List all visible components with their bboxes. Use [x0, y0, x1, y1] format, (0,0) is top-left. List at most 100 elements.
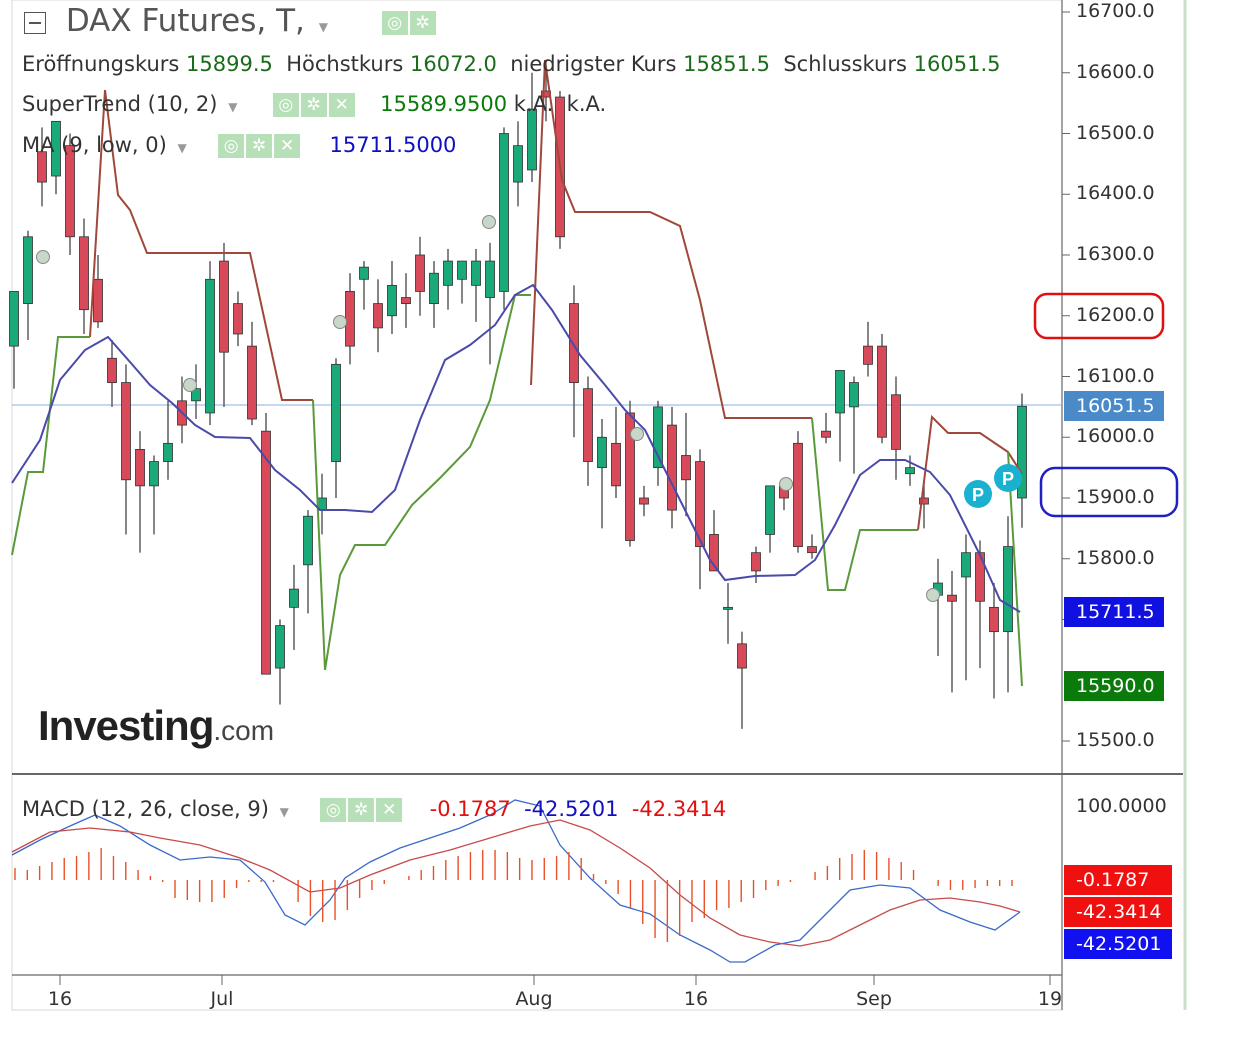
- candle-body: [849, 382, 859, 408]
- candle-body: [765, 485, 775, 535]
- candle-body: [233, 303, 243, 335]
- candle-body: [975, 552, 985, 602]
- candle-body: [23, 236, 33, 304]
- chevron-down-icon[interactable]: ▼: [177, 141, 187, 155]
- gear-icon[interactable]: ✲: [409, 10, 436, 35]
- eye-icon[interactable]: ◎: [320, 798, 347, 822]
- gear-icon[interactable]: ✲: [348, 798, 375, 822]
- time-axis: 16 Jul Aug 16 Sep 19: [48, 975, 1062, 1010]
- candle-body: [499, 133, 509, 292]
- candle-body: [289, 588, 299, 608]
- macd-line: [11, 799, 1021, 963]
- candle-body: [639, 497, 649, 505]
- investing-logo: Investing.com: [38, 702, 274, 750]
- eye-icon[interactable]: ◎: [272, 93, 299, 117]
- macd-axis-tick: 100.0000: [1076, 795, 1167, 817]
- candle-body: [429, 272, 439, 305]
- chevron-down-icon[interactable]: ▼: [228, 100, 238, 114]
- candle-body: [569, 303, 579, 383]
- candle-body: [219, 260, 229, 353]
- macd-label: MACD (12, 26, close, 9): [22, 797, 269, 821]
- candle-body: [457, 260, 467, 280]
- candle-body: [359, 266, 369, 280]
- candle-body: [401, 297, 411, 304]
- high-label: Höchstkurs: [286, 52, 404, 76]
- eye-icon[interactable]: ◎: [381, 10, 408, 35]
- p-marker-1[interactable]: P: [964, 480, 992, 508]
- time-tick-label: Sep: [856, 988, 892, 1010]
- candle-body: [331, 363, 341, 462]
- price-tick-label: 16200.0: [1076, 303, 1155, 326]
- candle-body: [387, 284, 397, 317]
- chevron-down-icon[interactable]: ▼: [318, 20, 328, 34]
- supertrend-na-2: k.A.: [566, 92, 607, 116]
- close-value: 16051.5: [913, 52, 1001, 76]
- low-label: niedrigster Kurs: [510, 52, 677, 76]
- open-value: 15899.5: [186, 52, 273, 76]
- time-tick-label: 16: [684, 988, 708, 1010]
- candle-body: [961, 552, 971, 578]
- cross-markers: [36, 215, 940, 602]
- candle-body: [681, 455, 691, 481]
- gear-icon[interactable]: ✲: [300, 93, 327, 117]
- macd-signal-value: -42.3414: [631, 797, 727, 821]
- candle-body: [121, 382, 131, 481]
- candle-body: [415, 254, 425, 292]
- close-icon[interactable]: ✕: [274, 134, 301, 158]
- macd-hist-value: -0.1787: [429, 797, 511, 821]
- logo-suffix: .com: [213, 715, 275, 746]
- candle-body: [1003, 546, 1013, 633]
- close-icon[interactable]: ✕: [376, 798, 403, 822]
- cross-marker-dot: [630, 427, 644, 441]
- chevron-down-icon[interactable]: ▼: [279, 805, 289, 819]
- candle-body: [205, 278, 215, 414]
- supertrend-down-line: [89, 89, 313, 401]
- candle-body: [751, 552, 761, 572]
- candle-body: [471, 260, 481, 286]
- p-marker-2[interactable]: P: [994, 464, 1022, 492]
- low-value: 15851.5: [683, 52, 770, 76]
- candle-body: [821, 430, 831, 438]
- price-tick-label: 15900.0: [1076, 486, 1155, 508]
- price-tick-label: 16000.0: [1076, 425, 1155, 448]
- candle-body: [1017, 405, 1027, 499]
- candle-body: [793, 442, 803, 548]
- price-tick-label: 16600.0: [1076, 60, 1155, 83]
- candle-body: [51, 120, 61, 177]
- supertrend-up-line-3: [811, 417, 918, 591]
- candle-body: [625, 412, 635, 541]
- p-marker-1-label: P: [972, 485, 984, 505]
- macd-row: MACD (12, 26, close, 9) ▼ ◎ ✲ ✕ -0.1787 -4…: [22, 797, 726, 822]
- highlight-15900-box: [1039, 466, 1179, 518]
- candle-body: [79, 236, 89, 311]
- candle-body: [835, 370, 845, 414]
- price-tick-label: 16100.0: [1076, 364, 1155, 387]
- gear-icon[interactable]: ✲: [246, 134, 273, 158]
- supertrend-na-1: k.A.: [513, 92, 554, 116]
- cross-marker-dot: [926, 588, 940, 602]
- candle-body: [653, 406, 663, 469]
- eye-icon[interactable]: ◎: [218, 134, 245, 158]
- candle-body: [485, 260, 495, 298]
- p-marker-2-label: P: [1002, 469, 1014, 489]
- cross-marker-dot: [36, 250, 50, 264]
- candle-body: [611, 442, 621, 487]
- candle-body: [261, 430, 271, 675]
- close-icon[interactable]: ✕: [328, 93, 355, 117]
- candle-body: [93, 278, 103, 323]
- candle-body: [163, 442, 173, 462]
- ma-row: MA (9, low, 0) ▼ ◎ ✲ ✕ 15711.5000: [22, 133, 456, 158]
- logo-brand: Investing: [38, 702, 214, 749]
- ma-price-box: 15711.5: [1064, 597, 1164, 627]
- highlight-16200-box: [1033, 292, 1165, 340]
- candle-body: [877, 345, 887, 438]
- candle-body: [373, 303, 383, 329]
- time-tick-label: Jul: [210, 988, 234, 1010]
- cross-marker-dot: [482, 215, 496, 229]
- candle-body: [583, 388, 593, 462]
- candle-body: [695, 461, 705, 547]
- candle-body: [709, 534, 719, 572]
- candle-body: [667, 424, 677, 511]
- candle-body: [723, 606, 733, 610]
- collapse-toggle[interactable]: [24, 11, 46, 34]
